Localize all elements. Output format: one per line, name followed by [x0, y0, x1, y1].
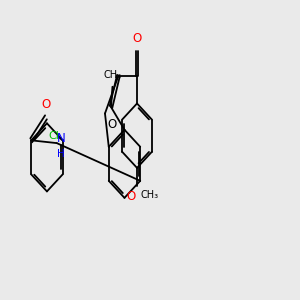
Text: N: N: [57, 132, 66, 145]
Text: O: O: [41, 98, 51, 111]
Text: O: O: [107, 118, 117, 131]
Text: O: O: [132, 32, 142, 45]
Text: H: H: [57, 149, 65, 159]
Text: CH₃: CH₃: [140, 190, 159, 200]
Text: CH₃: CH₃: [103, 70, 122, 80]
Text: Cl: Cl: [48, 131, 59, 141]
Text: O: O: [126, 190, 136, 203]
